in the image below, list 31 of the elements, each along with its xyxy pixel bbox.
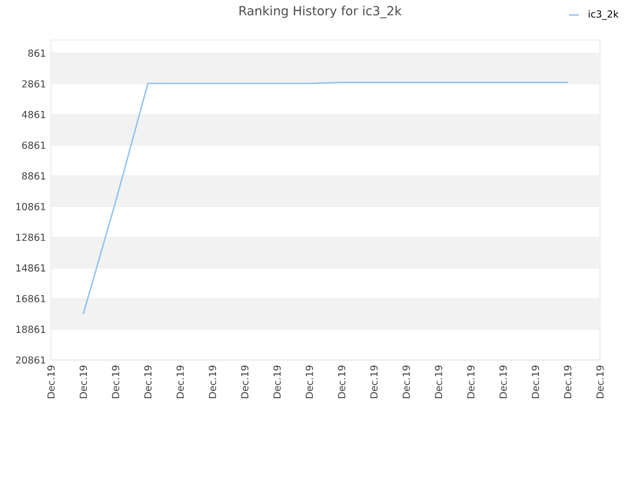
x-tick-label: Dec.19	[434, 366, 442, 398]
x-tick-label: Dec.19	[467, 366, 474, 398]
x-tick-label: Dec.19	[370, 366, 378, 398]
y-tick-label: 6861	[22, 142, 46, 149]
x-tick-label: Dec.19	[596, 366, 604, 398]
x-tick-label: Dec.19	[499, 366, 507, 398]
x-tick-label: Dec.19	[112, 366, 120, 398]
y-tick-label: 20861	[16, 356, 46, 364]
y-tick-label: 16861	[16, 294, 46, 302]
x-tick-label: Dec.19	[564, 366, 572, 398]
x-tick-label: Dec.19	[176, 366, 184, 398]
y-tick-label: 10861	[16, 202, 46, 210]
x-tick-label: Dec.19	[273, 366, 281, 398]
x-tick-label: Dec.19	[208, 366, 216, 398]
x-tick-label: Dec.19	[338, 366, 346, 398]
x-tick-label: Dec.19	[80, 366, 87, 398]
y-tick-label: 18861	[16, 326, 46, 333]
chart-title: Ranking History for ic3_2k	[240, 6, 402, 18]
y-tick-label: 2861	[22, 80, 46, 88]
y-tick-label: 12861	[16, 234, 46, 241]
y-tick-label: 8861	[22, 172, 46, 180]
y-tick-label: 14861	[16, 264, 46, 272]
x-tick-label: Dec.19	[532, 366, 540, 398]
y-tick-label: 4861	[22, 110, 46, 118]
x-tick-label: Dec.19	[47, 366, 55, 398]
x-tick-label: Dec.19	[306, 366, 314, 398]
legend-label: ic3_2k	[588, 10, 619, 20]
x-tick-label: Dec.19	[144, 366, 152, 398]
y-tick-label: 861	[28, 50, 46, 57]
x-tick-label: Dec.19	[241, 366, 248, 398]
x-tick-label: Dec.19	[402, 366, 410, 398]
